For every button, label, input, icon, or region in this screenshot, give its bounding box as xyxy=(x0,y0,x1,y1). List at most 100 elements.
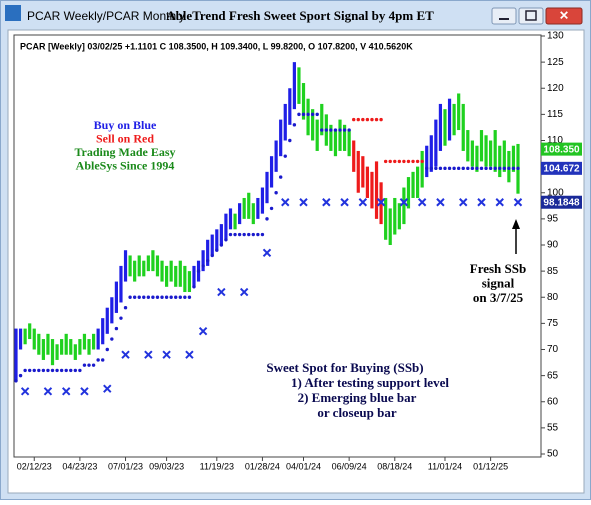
stop-dot xyxy=(219,243,224,247)
price-bar xyxy=(133,260,137,282)
price-bar xyxy=(438,103,443,151)
x-marker xyxy=(376,198,386,207)
close-button[interactable] xyxy=(545,7,583,25)
stop-dot xyxy=(174,295,178,299)
stop-dot xyxy=(142,295,146,299)
stop-dot xyxy=(452,166,456,171)
price-bar xyxy=(470,140,474,167)
stop-dot xyxy=(342,128,347,132)
price-bar xyxy=(160,260,164,282)
stop-dot xyxy=(278,175,283,179)
price-bar xyxy=(46,333,50,355)
price-bar xyxy=(475,145,479,172)
stop-dot xyxy=(425,166,429,171)
stop-dot xyxy=(201,264,205,268)
x-tick-label: 01/12/25 xyxy=(473,461,508,471)
price-bar xyxy=(251,203,255,225)
stop-dot xyxy=(265,217,269,221)
stop-dot xyxy=(82,363,87,367)
y-tick-label: 50 xyxy=(547,449,559,460)
price-bar xyxy=(511,145,516,172)
maximize-button[interactable] xyxy=(518,7,544,25)
stop-dot xyxy=(251,232,256,237)
price-bar xyxy=(338,119,342,151)
x-marker xyxy=(477,198,486,207)
stop-dot xyxy=(23,368,27,373)
stop-dot xyxy=(260,232,265,237)
y-tick-label: 95 xyxy=(547,214,559,225)
price-bar xyxy=(311,109,315,141)
y-tick-label: 130 xyxy=(547,31,564,42)
x-tick-label: 06/09/24 xyxy=(332,461,367,471)
stop-dot xyxy=(192,285,196,289)
short-stop-dot xyxy=(388,159,392,164)
price-bar xyxy=(297,67,301,104)
price-bar xyxy=(206,239,210,266)
price-bar xyxy=(155,255,160,277)
stop-dot xyxy=(511,166,516,171)
price-bar xyxy=(384,197,388,240)
price-bar xyxy=(329,124,333,151)
ssb-note: 2) Emerging blue bar xyxy=(298,390,417,405)
price-bar xyxy=(370,171,374,209)
price-tag-label: 108.350 xyxy=(543,144,580,155)
x-tick-label: 02/12/23 xyxy=(17,461,52,471)
stop-dot xyxy=(447,166,452,171)
signal-note: on 3/7/25 xyxy=(473,290,524,305)
x-marker xyxy=(61,387,71,396)
x-marker xyxy=(262,248,272,258)
stop-dot xyxy=(237,232,242,237)
stop-dot xyxy=(123,306,128,310)
price-bar xyxy=(269,156,274,188)
stop-dot xyxy=(502,166,507,171)
x-marker xyxy=(239,287,249,297)
stop-dot xyxy=(18,373,23,378)
stop-dot xyxy=(283,154,287,158)
x-tick-label: 07/01/23 xyxy=(108,461,143,471)
price-bar xyxy=(128,255,132,277)
x-marker xyxy=(399,198,409,207)
signal-arrowhead xyxy=(512,219,520,229)
stop-dot xyxy=(224,238,228,242)
price-bar xyxy=(219,224,223,245)
x-marker xyxy=(80,387,89,396)
price-tag xyxy=(541,142,582,156)
stop-dot xyxy=(151,295,155,299)
stop-dot xyxy=(137,295,141,299)
x-marker xyxy=(299,198,308,207)
legend-line: Sell on Red xyxy=(96,131,154,145)
stop-dot xyxy=(27,368,32,373)
price-bar xyxy=(320,103,324,136)
x-marker xyxy=(198,327,208,336)
x-tick-label: 11/01/24 xyxy=(428,461,462,471)
stop-dot xyxy=(347,128,351,132)
stop-dot xyxy=(438,166,443,171)
stop-dot xyxy=(196,269,201,273)
stop-dot xyxy=(164,295,169,299)
stop-dot xyxy=(329,128,333,132)
price-bar xyxy=(96,328,100,350)
price-bar xyxy=(69,339,73,355)
price-tag xyxy=(541,195,582,209)
price-bar xyxy=(123,250,128,282)
y-tick-label: 90 xyxy=(547,240,559,251)
minimize-button[interactable] xyxy=(491,7,517,25)
y-tick-label: 85 xyxy=(547,266,559,277)
price-bar xyxy=(484,135,488,167)
price-bar xyxy=(429,135,433,172)
price-bar xyxy=(425,145,429,178)
price-bar xyxy=(283,103,287,141)
x-marker xyxy=(162,350,171,359)
stop-dot xyxy=(324,128,329,132)
price-bar xyxy=(78,339,82,355)
x-marker xyxy=(495,198,504,207)
price-bar xyxy=(361,156,365,188)
price-bar xyxy=(265,171,269,204)
y-tick-label: 120 xyxy=(547,83,564,94)
y-tick-label: 70 xyxy=(547,344,559,355)
stop-dot xyxy=(146,295,151,299)
stop-dot xyxy=(210,253,214,258)
price-bar xyxy=(73,344,77,360)
stop-dot xyxy=(242,232,246,237)
x-tick-label: 01/28/24 xyxy=(245,461,280,471)
